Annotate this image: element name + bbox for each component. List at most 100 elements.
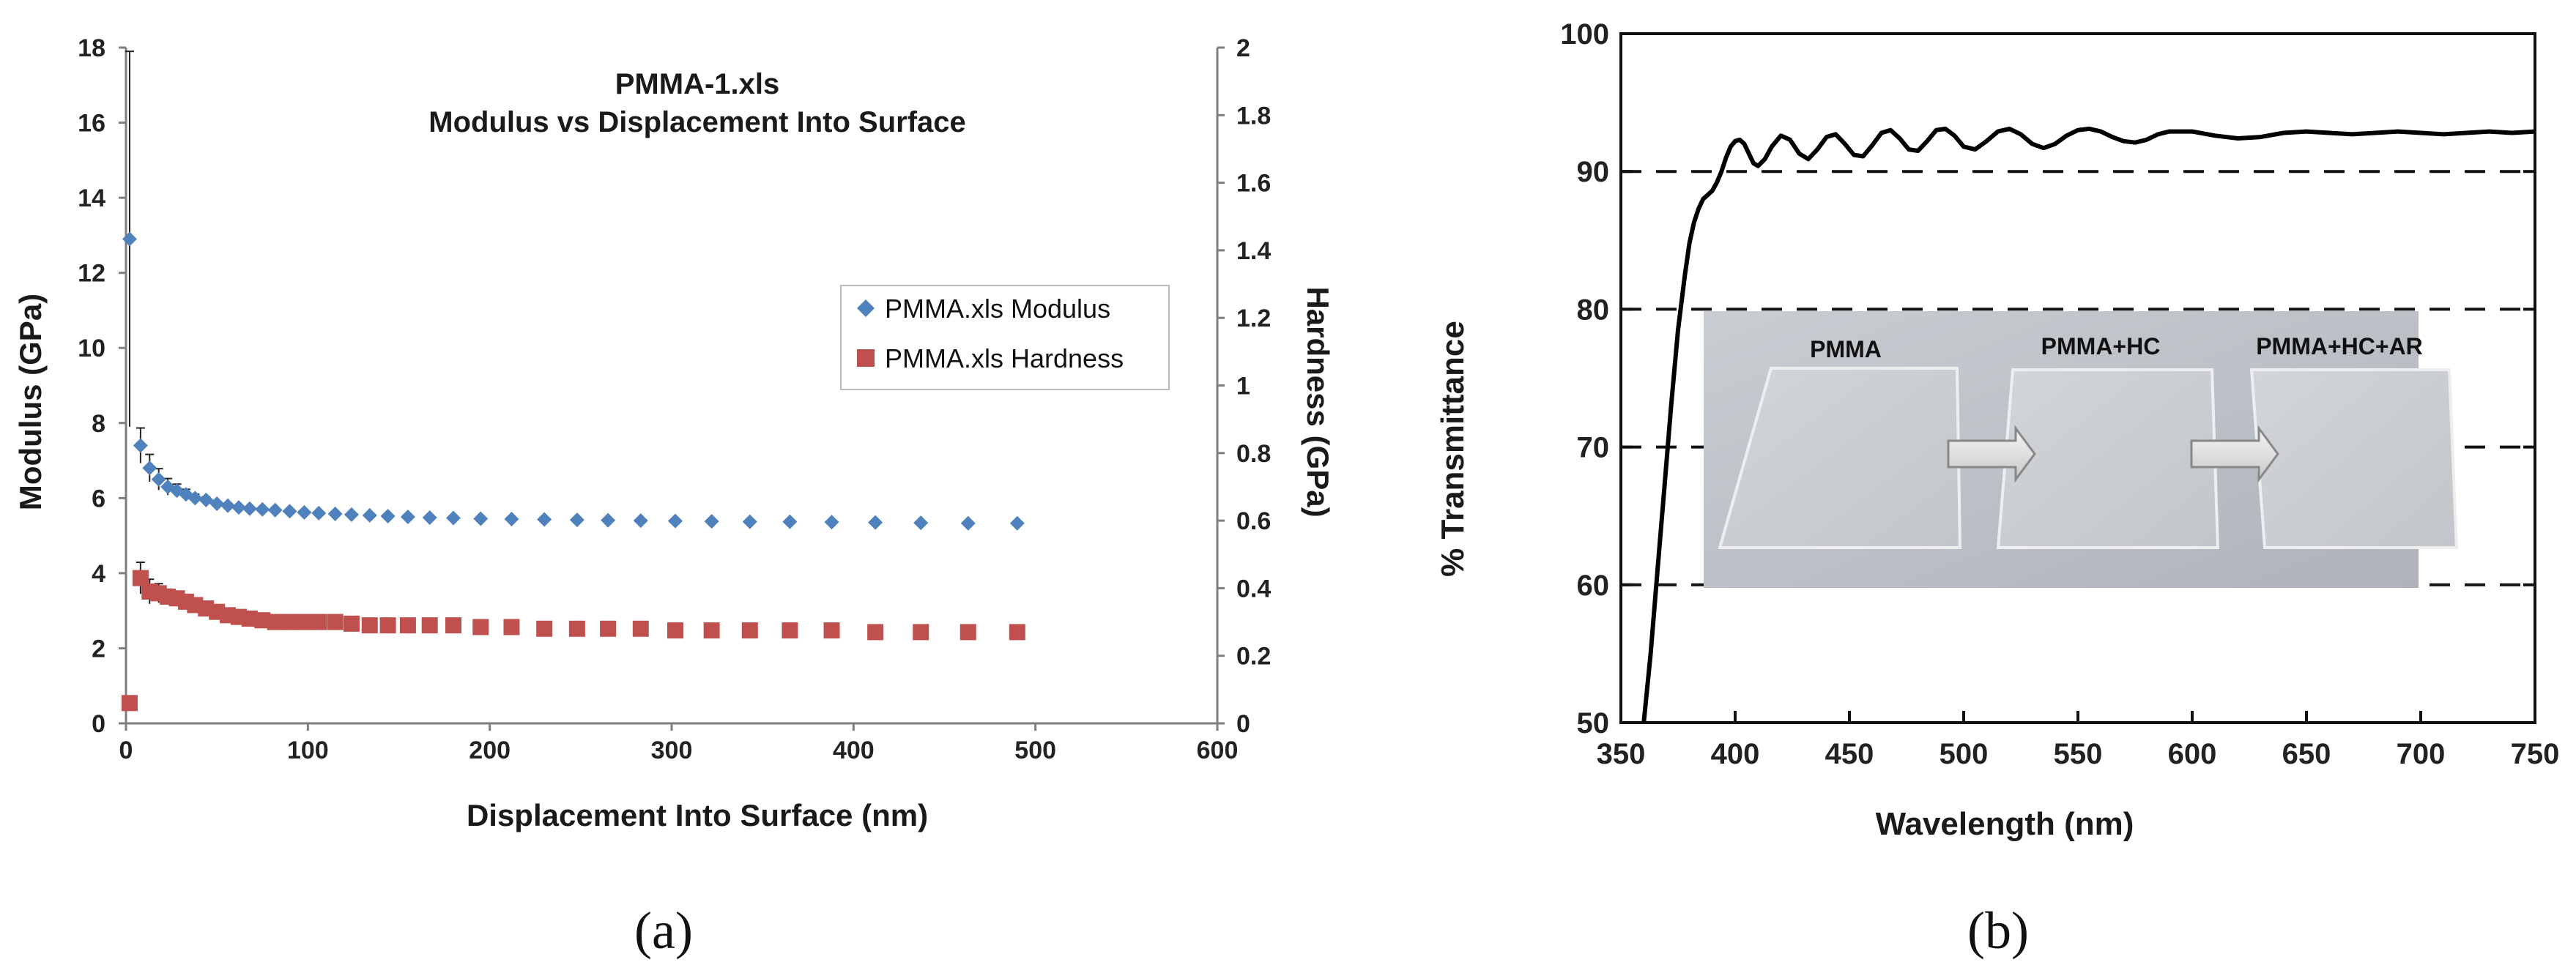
y2-tick-label: 0.8 [1236, 440, 1271, 468]
hardness-point [241, 610, 258, 627]
hardness-point [327, 614, 344, 630]
y-tick-label: 8 [92, 410, 105, 438]
hardness-point [296, 614, 313, 630]
y-tick-label: 90 [1577, 156, 1610, 188]
x-tick-label: 350 [1597, 738, 1646, 770]
legend-modulus-label: PMMA.xls Modulus [885, 294, 1110, 324]
panel-b-label: (b) [1967, 901, 2029, 960]
x-tick-label: 500 [1014, 737, 1056, 764]
hardness-point [913, 624, 929, 641]
modulus-point [220, 498, 236, 513]
x-tick-label: 450 [1825, 738, 1874, 770]
modulus-point [422, 510, 437, 525]
panel-a-title-line2: Modulus vs Displacement Into Surface [428, 106, 966, 138]
legend-box [840, 285, 1170, 390]
modulus-point [704, 514, 719, 529]
panel-b-ticks: 50 60 70 80 90 100 350 400 450 500 550 600 650 700 750 [1560, 18, 2559, 770]
hardness-point [568, 620, 585, 637]
modulus-point [667, 513, 683, 529]
modulus-point [569, 512, 584, 528]
modulus-point [327, 506, 343, 521]
x-tick-label: 400 [1711, 738, 1760, 770]
modulus-point [868, 515, 883, 530]
x-tick-label: 500 [1940, 738, 1989, 770]
panel-a-chart: 0 2 4 6 8 10 12 14 16 18 0 0.2 0.4 0.6 0.8 1 1.2 1.4 1.6 1.… [13, 34, 1335, 960]
y-tick-label: 80 [1577, 294, 1610, 326]
y-tick-label: 18 [78, 34, 105, 62]
panel-b-inset-photo: PMMA PMMA+HC PMMA+HC+AR [1704, 311, 2459, 588]
x-tick-label: 700 [2397, 738, 2446, 770]
panel-a-title-line1: PMMA-1.xls [615, 68, 780, 100]
hardness-point [667, 622, 683, 639]
panel-b-x-axis-label: Wavelength (nm) [1876, 806, 2134, 842]
hardness-point [361, 617, 378, 634]
y2-tick-label: 0.6 [1236, 507, 1271, 535]
modulus-point [231, 500, 246, 515]
inset-label-pmma-hc-ar: PMMA+HC+AR [2256, 333, 2423, 359]
panel-a-x-axis-label: Displacement Into Surface (nm) [467, 798, 928, 832]
y-tick-label: 2 [92, 635, 105, 663]
y-tick-label: 50 [1577, 707, 1610, 739]
hardness-point [132, 570, 149, 586]
x-tick-label: 0 [119, 737, 133, 764]
panel-a-y-axis-label: Modulus (GPa) [13, 294, 48, 510]
modulus-point [960, 515, 976, 531]
modulus-point [380, 508, 396, 523]
modulus-point [267, 502, 283, 518]
panel-b-chart: PMMA PMMA+HC PMMA+HC+AR 50 60 70 80 90 100 350… [1435, 18, 2559, 960]
modulus-point [198, 492, 214, 507]
inset-label-pmma: PMMA [1810, 336, 1882, 362]
modulus-point [178, 487, 193, 502]
y2-tick-label: 1.6 [1236, 170, 1271, 198]
modulus-point [242, 501, 257, 516]
legend-hardness-label: PMMA.xls Hardness [885, 343, 1124, 373]
panel-a-legend: PMMA.xls Modulus PMMA.xls Hardness [840, 285, 1170, 390]
hardness-point [445, 617, 461, 634]
transmittance-curve [1641, 126, 2536, 723]
y-tick-label: 14 [78, 184, 105, 212]
x-tick-label: 600 [2168, 738, 2217, 770]
hardness-point [703, 622, 720, 639]
modulus-point [188, 491, 203, 506]
panel-a-y2-axis-label: Hardness (GPa) [1301, 286, 1335, 517]
hardness-point [254, 612, 271, 629]
hardness-point [379, 617, 396, 634]
x-tick-label: 600 [1197, 737, 1239, 764]
hardness-point [503, 619, 520, 635]
modulus-point [142, 461, 157, 476]
panel-a-points [121, 231, 1025, 712]
modulus-point [151, 471, 166, 487]
modulus-point [209, 496, 225, 512]
y-tick-label: 16 [78, 110, 105, 138]
hardness-point [121, 695, 138, 712]
modulus-point [913, 515, 929, 531]
hardness-point [632, 620, 649, 637]
y-tick-label: 100 [1560, 18, 1609, 51]
inset-label-pmma-hc: PMMA+HC [2041, 333, 2161, 359]
legend-modulus-marker [857, 299, 875, 317]
x-tick-label: 550 [2054, 738, 2103, 770]
y2-tick-label: 1.4 [1236, 237, 1271, 265]
hardness-point [421, 617, 438, 634]
modulus-point [282, 504, 297, 519]
hardness-point [267, 614, 283, 630]
modulus-point [537, 512, 552, 527]
y-tick-label: 6 [92, 485, 105, 512]
modulus-point [1009, 515, 1025, 531]
modulus-point [133, 438, 148, 453]
y2-tick-label: 1 [1236, 373, 1250, 400]
hardness-point [472, 619, 489, 635]
y2-tick-label: 0 [1236, 710, 1250, 738]
y2-tick-label: 1.8 [1236, 102, 1271, 130]
plate-pmma [1718, 367, 1962, 549]
hardness-point [741, 622, 758, 639]
modulus-point [473, 511, 489, 526]
modulus-point [601, 512, 616, 528]
panel-a-label: (a) [634, 901, 693, 960]
y-tick-label: 0 [92, 710, 105, 738]
modulus-point [446, 510, 461, 526]
x-tick-label: 100 [287, 737, 329, 764]
modulus-point [297, 504, 312, 520]
y-tick-label: 4 [92, 560, 105, 588]
